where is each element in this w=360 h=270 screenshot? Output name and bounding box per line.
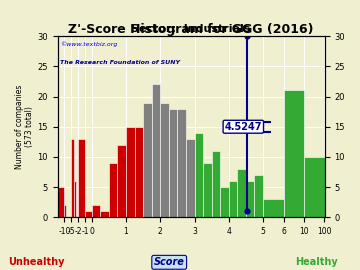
Y-axis label: Number of companies
(573 total): Number of companies (573 total) <box>15 85 35 169</box>
Bar <box>237 169 246 217</box>
Bar <box>117 145 126 217</box>
Bar <box>73 181 76 217</box>
Bar <box>58 187 64 217</box>
Bar <box>71 139 73 217</box>
Bar <box>284 90 304 217</box>
Bar <box>135 127 143 217</box>
Bar <box>92 205 100 217</box>
Bar <box>186 139 194 217</box>
Bar <box>263 199 284 217</box>
Bar <box>100 211 109 217</box>
Text: ©www.textbiz.org: ©www.textbiz.org <box>60 42 118 47</box>
Bar <box>255 175 263 217</box>
Bar <box>160 103 169 217</box>
Bar <box>85 211 92 217</box>
Text: Score: Score <box>154 257 185 267</box>
Bar <box>143 103 152 217</box>
Bar <box>169 109 177 217</box>
Text: Healthy: Healthy <box>296 257 338 267</box>
Bar <box>229 181 237 217</box>
Bar <box>177 109 186 217</box>
Text: The Research Foundation of SUNY: The Research Foundation of SUNY <box>60 60 180 65</box>
Bar <box>194 133 203 217</box>
Bar <box>220 187 229 217</box>
Bar <box>126 127 135 217</box>
Text: 4.5247: 4.5247 <box>225 122 262 132</box>
Text: Unhealthy: Unhealthy <box>8 257 64 267</box>
Bar <box>64 205 66 217</box>
Bar <box>78 139 85 217</box>
Bar <box>109 163 117 217</box>
Bar <box>304 157 325 217</box>
Bar <box>212 151 220 217</box>
Bar <box>203 163 212 217</box>
Bar <box>152 85 160 217</box>
Bar <box>246 181 255 217</box>
Text: Sector:  Industrials: Sector: Industrials <box>131 24 251 34</box>
Title: Z'-Score Histogram for GGG (2016): Z'-Score Histogram for GGG (2016) <box>68 23 314 36</box>
